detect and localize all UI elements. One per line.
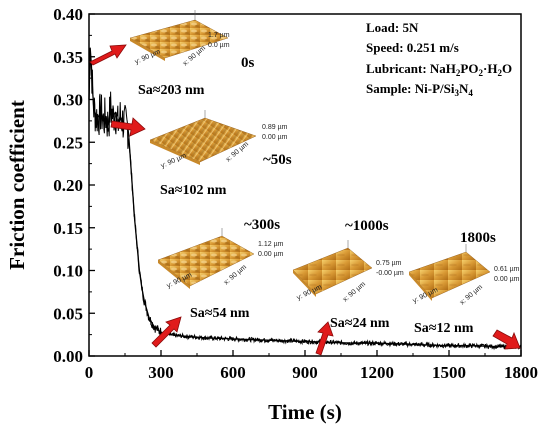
annotation-1000s: 0.75 µm -0.00 µm y: 90 µm x: 90 µm ~1000… (292, 218, 404, 356)
speed-label: Speed: 0.251 m/s (366, 40, 459, 55)
sa-label-1000s: Sa≈24 nm (330, 316, 390, 331)
y-tick-label: 0.25 (53, 133, 83, 152)
y-tick-label: 0.30 (53, 91, 83, 110)
x-tick-label: 0 (85, 363, 94, 382)
x-axis-ticks: 0 300 600 900 1200 1500 1800 (85, 350, 538, 382)
y-tick-label: 0.05 (53, 304, 83, 323)
afm-surface-300s (157, 235, 255, 287)
y-tick-label: 0.40 (53, 5, 83, 24)
plot-frame (88, 13, 522, 357)
x-tick-label: 1200 (360, 363, 394, 382)
afm-surface-1000s (292, 247, 373, 295)
load-label: Load: 5N (366, 20, 419, 35)
afm-zmax-50s: 0.89 µm (262, 124, 288, 131)
annotation-50s: 0.89 µm 0.00 µm y: 90 µm x: 90 µm ~50s S… (110, 110, 292, 198)
afm-zmin-300s: 0.00 µm (258, 251, 284, 258)
afm-x-axis-1000s: x: 90 µm (342, 281, 367, 304)
time-label-50s: ~50s (263, 152, 292, 168)
afm-zmax-300s: 1.12 µm (258, 241, 284, 248)
afm-surface-1000s-edge (293, 270, 316, 297)
afm-zmax-1000s: 0.75 µm (376, 260, 402, 267)
afm-zmin-0s: 0.0 µm (208, 42, 230, 49)
x-tick-label: 1800 (504, 363, 538, 382)
y-axis-ticks: 0.00 0.05 0.10 0.15 0.20 0.25 0.30 0.35 0.40 (53, 5, 95, 366)
afm-surface-1800s-edge (409, 272, 432, 301)
x-tick-label: 900 (292, 363, 318, 382)
y-tick-label: 0.10 (53, 262, 83, 281)
arrow-50s (110, 117, 146, 137)
y-axis-title: Friction coefficient (5, 100, 29, 270)
afm-surface-50s (149, 117, 257, 163)
x-axis-title: Time (s) (268, 400, 342, 424)
arrow-300s (151, 316, 182, 348)
sa-label-50s: Sa≈102 nm (160, 183, 227, 198)
afm-zmin-1000s: -0.00 µm (376, 270, 404, 277)
test-conditions: Load: 5N Speed: 0.251 m/s Lubricant: NaH… (366, 20, 512, 98)
arrow-0s (89, 44, 127, 66)
afm-surface-0s-edge (130, 38, 165, 61)
sa-label-0s: Sa≈203 nm (138, 83, 205, 98)
annotation-300s: 1.12 µm 0.00 µm y: 90 µm x: 90 µm ~300s … (151, 217, 284, 348)
sa-label-300s: Sa≈54 nm (190, 306, 250, 321)
x-tick-label: 300 (148, 363, 174, 382)
afm-y-axis-50s: y: 90 µm (160, 152, 188, 169)
y-tick-label: 0.15 (53, 219, 83, 238)
afm-surface-50s-edge (150, 140, 200, 165)
sa-label-1800s: Sa≈12 nm (414, 321, 474, 336)
afm-surface-0s (129, 19, 229, 59)
afm-surface-1800s (408, 251, 491, 299)
time-label-1800s: 1800s (460, 230, 496, 246)
afm-x-axis-1800s: x: 90 µm (459, 284, 484, 307)
annotation-0s: 1.7 µm 0.0 µm y: 90 µm x: 90 µm 0s Sa≈20… (89, 10, 255, 98)
y-tick-label: 0.00 (53, 347, 83, 366)
sample-label: Sample: Ni-P/Si3N4 (366, 81, 473, 98)
afm-zmax-0s: 1.7 µm (208, 32, 230, 39)
series-noise-0 (88, 60, 522, 351)
time-label-0s: 0s (241, 55, 255, 71)
afm-zmin-50s: 0.00 µm (262, 134, 288, 141)
annotation-1800s: 0.61 µm 0.00 µm y: 90 µm x: 90 µm 1800s … (408, 230, 521, 350)
time-label-1000s: ~1000s (345, 218, 389, 234)
afm-zmin-1800s: 0.00 µm (494, 276, 520, 283)
x-tick-label: 1500 (432, 363, 466, 382)
afm-surface-300s-edge (158, 260, 190, 289)
afm-zmax-1800s: 0.61 µm (494, 266, 520, 273)
y-tick-label: 0.20 (53, 176, 83, 195)
x-tick-label: 600 (220, 363, 246, 382)
y-tick-label: 0.35 (53, 48, 83, 67)
time-label-300s: ~300s (244, 217, 280, 233)
arrow-1800s (492, 329, 521, 350)
arrow-1000s (315, 321, 334, 356)
lubricant-label: Lubricant: NaH2PO2·H2O (366, 61, 512, 78)
